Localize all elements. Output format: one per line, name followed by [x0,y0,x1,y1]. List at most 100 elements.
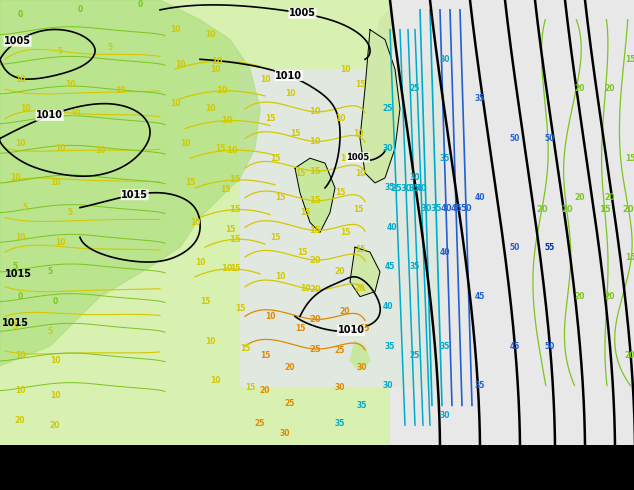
Text: 25: 25 [238,472,250,481]
Text: 20: 20 [285,363,295,372]
Text: 10: 10 [309,107,321,116]
Text: 30: 30 [440,411,450,420]
Text: 10: 10 [205,337,216,345]
Text: 15: 15 [240,343,250,352]
Text: 10: 10 [205,104,216,113]
Text: 15: 15 [297,247,307,257]
Bar [390,0,634,445]
Text: 1010: 1010 [275,71,302,80]
Text: 80: 80 [519,472,531,481]
Text: 20: 20 [527,205,539,214]
Text: 10: 10 [94,146,105,155]
Text: 40: 40 [475,193,485,202]
Text: 10: 10 [221,265,233,273]
Text: 20: 20 [355,284,365,293]
Text: Isotachs (mph) [mph] ECMWF: Isotachs (mph) [mph] ECMWF [3,452,156,462]
Text: 15: 15 [215,144,225,153]
Text: 10: 10 [49,356,60,366]
Text: 15: 15 [592,205,604,214]
Text: 20: 20 [575,292,585,301]
Text: 50: 50 [366,472,377,481]
Text: 15: 15 [230,205,241,214]
Text: 10: 10 [170,99,180,108]
Text: 15: 15 [185,178,195,187]
Text: 10: 10 [216,86,228,96]
Text: 1010: 1010 [337,325,365,335]
Text: 10: 10 [15,386,25,395]
Text: 15: 15 [295,169,305,177]
Text: 40: 40 [415,184,427,193]
Text: 30: 30 [383,144,393,153]
Text: 15: 15 [270,233,280,242]
Text: 10: 10 [210,65,220,74]
Text: 15: 15 [625,154,634,163]
Text: 20: 20 [309,285,321,294]
Text: 1005: 1005 [346,153,370,162]
Text: weatheronline.co.uk: weatheronline.co.uk [539,480,634,489]
Text: 45: 45 [450,204,462,213]
Text: 20: 20 [340,307,350,316]
Text: 30: 30 [280,429,290,438]
Text: 25: 25 [285,399,295,408]
Text: 15: 15 [265,114,275,123]
Text: 10: 10 [221,116,233,125]
Text: 15: 15 [225,225,235,234]
Text: 10: 10 [265,312,275,321]
Text: 65: 65 [443,472,454,481]
Text: Mo 13-05-2024 03:00 UTC (00+27): Mo 13-05-2024 03:00 UTC (00+27) [390,452,572,462]
Text: 15: 15 [275,193,285,202]
Text: 10: 10 [353,129,363,138]
Text: 1010: 1010 [36,110,63,121]
Text: 40: 40 [383,302,393,311]
Text: 25: 25 [309,344,321,353]
Text: 15: 15 [235,304,245,313]
Text: 35: 35 [357,401,367,410]
Text: 85: 85 [545,472,556,481]
Text: 15: 15 [300,208,310,217]
Text: 35: 35 [475,381,485,390]
Text: 20: 20 [624,351,634,361]
Text: 20: 20 [260,386,270,395]
Polygon shape [350,247,380,296]
Text: 10: 10 [15,139,25,148]
Text: 20: 20 [575,193,585,202]
Text: 10: 10 [162,472,174,481]
Text: 35: 35 [440,154,450,163]
Text: 10: 10 [70,109,81,118]
Text: 35: 35 [410,263,420,271]
Text: 40: 40 [387,223,398,232]
Text: 0: 0 [138,0,143,9]
Text: 15: 15 [309,226,321,235]
Text: 55: 55 [545,243,555,252]
Text: 15: 15 [200,297,210,306]
Text: 15: 15 [355,245,365,254]
Text: 35: 35 [430,204,442,213]
Text: 5: 5 [48,327,53,336]
Text: 70: 70 [468,472,479,481]
Text: 5: 5 [13,263,18,271]
Text: 45: 45 [510,342,520,350]
Text: 15: 15 [335,188,345,197]
Text: 10: 10 [260,74,270,84]
Text: 10: 10 [55,144,65,153]
Text: 5: 5 [13,40,18,49]
Text: 10: 10 [285,90,295,98]
Text: 45: 45 [385,263,395,271]
Text: 50: 50 [545,342,555,350]
Text: Isotachs 10m (mph): Isotachs 10m (mph) [3,472,109,482]
Bar [240,69,440,386]
Text: 10: 10 [300,284,310,293]
Text: 20: 20 [335,268,346,276]
Text: 5: 5 [58,47,63,56]
Text: 40: 40 [440,247,450,257]
Text: 35: 35 [385,342,395,350]
Text: 20: 20 [605,193,615,202]
Text: 35: 35 [440,342,450,350]
Text: 15: 15 [625,252,634,262]
Text: 90: 90 [570,472,581,481]
Text: 1005: 1005 [4,36,31,46]
Text: 10: 10 [335,114,346,123]
Text: 20: 20 [309,315,321,324]
Text: 10: 10 [210,376,220,385]
Text: 30: 30 [335,383,346,392]
